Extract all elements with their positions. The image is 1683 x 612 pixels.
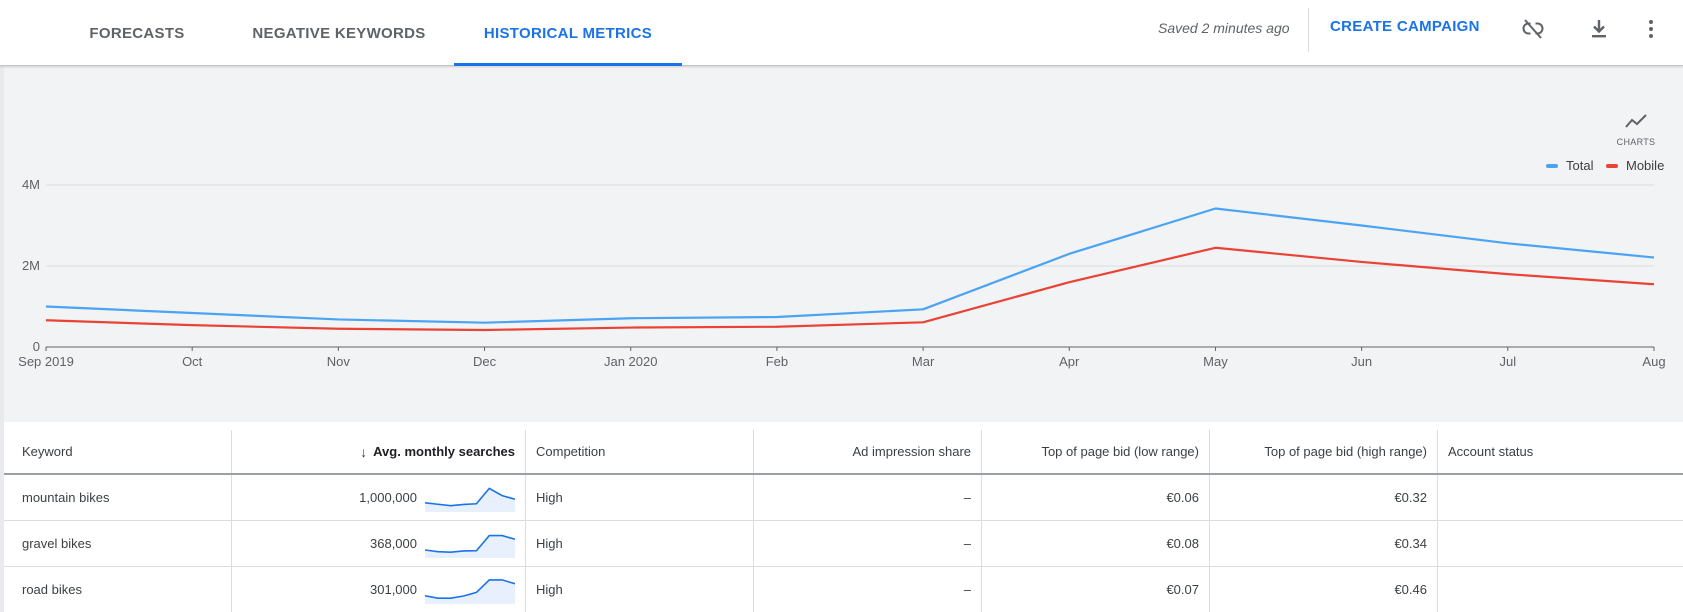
trend-sparkline [425, 486, 515, 512]
bid-high-cell: €0.34 [1210, 521, 1438, 566]
table-row[interactable]: gravel bikes 368,000 High – €0.08 €0.34 [4, 521, 1683, 567]
competition-cell: High [526, 475, 754, 520]
competition-cell: High [526, 567, 754, 612]
x-tick-label: Mar [912, 354, 935, 369]
table-row[interactable]: road bikes 301,000 High – €0.07 €0.46 [4, 567, 1683, 612]
top-toolbar: FORECASTS NEGATIVE KEYWORDS HISTORICAL M… [0, 0, 1683, 66]
impression-share-cell: – [754, 567, 982, 612]
trend-sparkline [425, 534, 515, 558]
sparkline-area [425, 487, 515, 512]
bid-high-cell: €0.32 [1210, 475, 1438, 520]
legend-swatch-mobile [1606, 163, 1618, 168]
table-row[interactable]: mountain bikes 1,000,000 High – €0.06 €0… [4, 475, 1683, 521]
tab-historical-metrics[interactable]: HISTORICAL METRICS [454, 0, 682, 66]
charts-toggle-button[interactable]: CHARTS [1614, 112, 1658, 152]
sparkline-line [425, 486, 515, 506]
create-campaign-button[interactable]: CREATE CAMPAIGN [1330, 18, 1480, 35]
x-tick-label: Aug [1642, 354, 1665, 369]
x-tick-label: Sep 2019 [18, 354, 74, 369]
y-tick-label: 2M [22, 258, 40, 273]
legend-swatch-total [1546, 163, 1558, 168]
x-tick-label: Jun [1351, 354, 1372, 369]
impression-share-cell: – [754, 475, 982, 520]
bid-low-cell: €0.06 [982, 475, 1210, 520]
bid-high-cell: €0.46 [1210, 567, 1438, 612]
toolbar-divider [1308, 8, 1309, 52]
saved-status: Saved 2 minutes ago [1158, 20, 1290, 36]
y-tick-label: 4M [22, 177, 40, 192]
header-avg-monthly-searches-label: Avg. monthly searches [373, 444, 515, 459]
left-edge-strip [0, 0, 4, 612]
sparkline-line [425, 578, 515, 599]
x-tick-label: May [1203, 354, 1228, 369]
bid-low-cell: €0.08 [982, 521, 1210, 566]
keyword-cell: gravel bikes [4, 521, 232, 566]
x-tick-label: Dec [473, 354, 497, 369]
legend-label-total: Total [1566, 158, 1594, 173]
header-account-status[interactable]: Account status [1448, 444, 1534, 459]
searches-value: 1,000,000 [359, 490, 417, 505]
x-tick-label: Apr [1059, 354, 1080, 369]
legend-item-mobile[interactable]: Mobile [1606, 158, 1664, 173]
keyword-cell: road bikes [4, 567, 232, 612]
trend-sparkline [425, 578, 515, 604]
series-line-total [45, 207, 1655, 324]
account-status-cell [1438, 475, 1683, 520]
legend-item-total[interactable]: Total [1546, 158, 1593, 173]
x-tick-label: Oct [182, 354, 203, 369]
competition-cell: High [526, 521, 754, 566]
header-top-bid-high[interactable]: Top of page bid (high range) [1210, 430, 1438, 473]
bid-low-cell: €0.07 [982, 567, 1210, 612]
searches-value: 301,000 [370, 582, 417, 597]
impression-share-cell: – [754, 521, 982, 566]
searches-cell: 368,000 [232, 521, 526, 566]
tab-forecasts[interactable]: FORECASTS [89, 24, 185, 42]
sparkline-area [425, 579, 515, 604]
more-vert-icon[interactable] [1636, 14, 1666, 44]
download-icon[interactable] [1584, 14, 1614, 44]
tab-negative-keywords[interactable]: NEGATIVE KEYWORDS [252, 24, 426, 42]
sort-descending-icon: ↓ [360, 443, 368, 460]
historical-metrics-chart: 0 2M 4M Sep 2019 Oct Nov Dec Jan 2020 Feb Mar Apr M… [18, 177, 1665, 369]
x-tick-label: Nov [327, 354, 351, 369]
sparkline-line [425, 534, 515, 553]
sparkline-area [425, 535, 515, 558]
x-tick-label: Jul [1500, 354, 1517, 369]
searches-value: 368,000 [370, 536, 417, 551]
legend-label-mobile: Mobile [1626, 158, 1665, 173]
series-line-mobile [45, 246, 1655, 332]
charts-toggle-label: CHARTS [1616, 137, 1656, 147]
searches-cell: 1,000,000 [232, 475, 526, 520]
chart-panel [4, 66, 1683, 422]
account-status-cell [1438, 521, 1683, 566]
keyword-metrics-table: Keyword ↓ Avg. monthly searches Competit… [4, 430, 1683, 612]
header-top-bid-low[interactable]: Top of page bid (low range) [982, 430, 1210, 473]
header-keyword[interactable]: Keyword [4, 430, 232, 473]
unlink-icon[interactable] [1518, 14, 1548, 44]
line-chart-icon [1625, 114, 1647, 128]
x-tick-label: Jan 2020 [604, 354, 658, 369]
y-tick-label: 0 [33, 339, 40, 354]
keyword-cell: mountain bikes [4, 475, 232, 520]
account-status-cell [1438, 567, 1683, 612]
header-competition[interactable]: Competition [526, 430, 754, 473]
x-tick-label: Feb [766, 354, 788, 369]
header-avg-monthly-searches[interactable]: ↓ Avg. monthly searches [232, 430, 526, 473]
table-header-row: Keyword ↓ Avg. monthly searches Competit… [4, 430, 1683, 475]
header-ad-impression-share[interactable]: Ad impression share [754, 430, 982, 473]
searches-cell: 301,000 [232, 567, 526, 612]
